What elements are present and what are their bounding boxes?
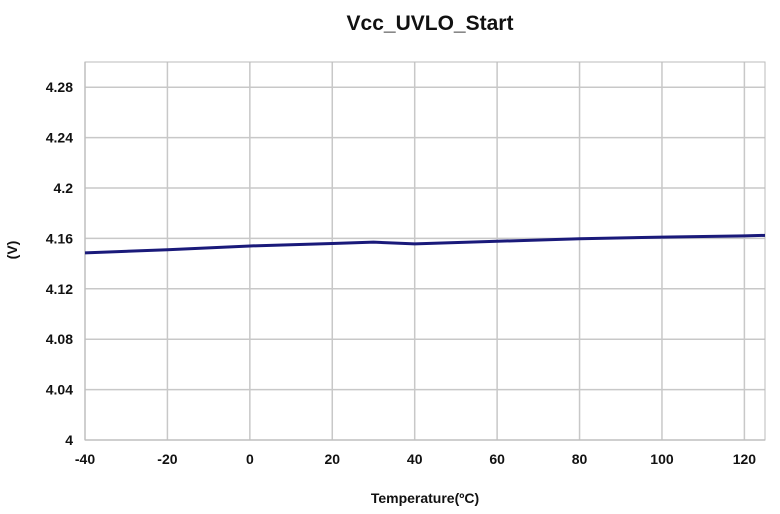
x-tick-label: -20	[157, 451, 177, 467]
y-tick-label: 4.28	[46, 79, 73, 95]
x-tick-label: 20	[324, 451, 340, 467]
x-axis-label: Temperature(ºC)	[371, 490, 479, 506]
x-tick-label: 60	[489, 451, 505, 467]
x-tick-label: -40	[75, 451, 95, 467]
plot-border	[84, 61, 766, 441]
y-tick-label: 4.2	[54, 180, 74, 196]
y-tick-label: 4.12	[46, 281, 73, 297]
tick-labels: -40 -20 0 20 40 60 80 100 120 4 4.04 4.08 4.12 4.16 4.…	[46, 79, 757, 467]
series-line	[84, 233, 766, 255]
x-tick-label: 0	[246, 451, 254, 467]
x-tick-label: 100	[650, 451, 674, 467]
y-tick-label: 4.04	[46, 382, 73, 398]
x-tick-label: 40	[407, 451, 423, 467]
y-tick-label: 4.16	[46, 230, 73, 246]
grid	[84, 61, 766, 441]
y-axis-label: (V)	[4, 241, 20, 260]
chart-title: Vcc_UVLO_Start	[347, 12, 514, 35]
y-tick-label: 4	[65, 432, 73, 448]
series	[84, 233, 766, 255]
y-tick-label: 4.24	[46, 130, 73, 146]
x-tick-label: 80	[572, 451, 588, 467]
x-tick-label: 120	[733, 451, 757, 467]
y-tick-label: 4.08	[46, 331, 73, 347]
